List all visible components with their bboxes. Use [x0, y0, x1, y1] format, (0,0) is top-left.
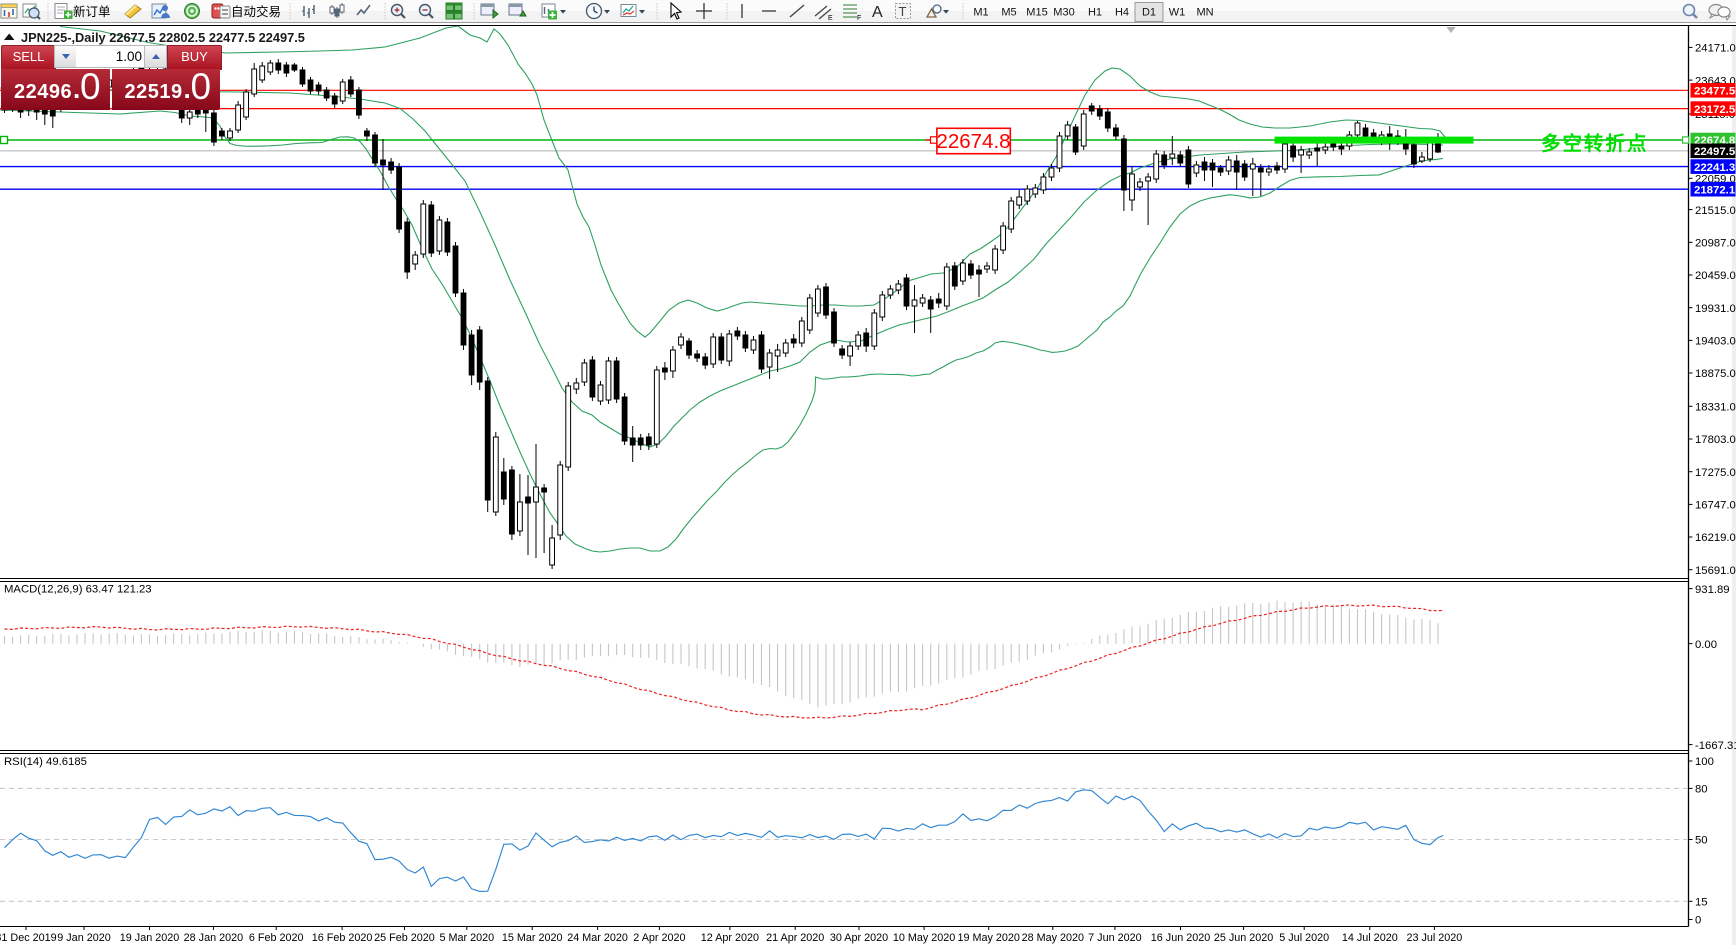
svg-text:20459.0: 20459.0	[1695, 270, 1736, 282]
svg-text:5 Mar 2020: 5 Mar 2020	[439, 932, 494, 944]
svg-text:25 Feb 2020: 25 Feb 2020	[374, 932, 435, 944]
svg-text:21872.1: 21872.1	[1694, 184, 1736, 196]
svg-text:RSI(14) 49.6185: RSI(14) 49.6185	[4, 756, 87, 768]
svg-text:19403.0: 19403.0	[1695, 336, 1736, 348]
svg-text:16 Feb 2020: 16 Feb 2020	[312, 932, 373, 944]
svg-text:12 Apr 2020: 12 Apr 2020	[701, 932, 759, 944]
svg-text:25 Jun 2020: 25 Jun 2020	[1214, 932, 1273, 944]
svg-text:0: 0	[1695, 915, 1701, 927]
svg-text:2 Apr 2020: 2 Apr 2020	[633, 932, 685, 944]
svg-text:24171.0: 24171.0	[1695, 43, 1736, 55]
svg-text:7 Jun 2020: 7 Jun 2020	[1088, 932, 1141, 944]
svg-text:23 Jul 2020: 23 Jul 2020	[1406, 932, 1462, 944]
svg-text:F: F	[857, 15, 861, 22]
svg-text:22674.8: 22674.8	[936, 130, 1010, 153]
svg-text:14 Jul 2020: 14 Jul 2020	[1342, 932, 1398, 944]
svg-text:W1: W1	[1169, 7, 1186, 19]
svg-text:自动交易: 自动交易	[231, 4, 281, 19]
svg-text:MN: MN	[1196, 7, 1213, 19]
svg-text:23477.5: 23477.5	[1694, 86, 1736, 98]
svg-text:16 Jun 2020: 16 Jun 2020	[1151, 932, 1210, 944]
svg-text:19 Jan 2020: 19 Jan 2020	[120, 932, 179, 944]
svg-text:9 Jan 2020: 9 Jan 2020	[57, 932, 110, 944]
svg-text:21515.0: 21515.0	[1695, 205, 1736, 217]
svg-text:E: E	[828, 15, 833, 22]
svg-text:H4: H4	[1115, 7, 1129, 19]
svg-text:22241.3: 22241.3	[1694, 162, 1735, 174]
svg-text:80: 80	[1695, 784, 1708, 796]
svg-text:30 Apr 2020: 30 Apr 2020	[830, 932, 888, 944]
svg-text:18875.0: 18875.0	[1695, 368, 1736, 380]
svg-text:15 Mar 2020: 15 Mar 2020	[502, 932, 563, 944]
svg-text:M1: M1	[973, 7, 988, 19]
svg-text:15691.0: 15691.0	[1695, 565, 1736, 577]
svg-text:19931.0: 19931.0	[1695, 303, 1736, 315]
svg-text:10 May 2020: 10 May 2020	[893, 932, 955, 944]
svg-text:JPN225-,Daily 22677.5 22802.5: JPN225-,Daily 22677.5 22802.5 22477.5 22…	[21, 30, 305, 45]
svg-text:5 Jul 2020: 5 Jul 2020	[1279, 932, 1329, 944]
svg-text:M30: M30	[1053, 7, 1074, 19]
svg-text:H1: H1	[1088, 7, 1102, 19]
svg-text:100: 100	[1695, 756, 1714, 768]
svg-text:MACD(12,26,9) 63.47 121.23: MACD(12,26,9) 63.47 121.23	[4, 584, 152, 596]
svg-text:新订单: 新订单	[73, 4, 111, 19]
svg-text:20987.0: 20987.0	[1695, 238, 1736, 250]
svg-text:D1: D1	[1142, 7, 1156, 19]
svg-text:21 Apr 2020: 21 Apr 2020	[766, 932, 824, 944]
svg-text:17803.0: 17803.0	[1695, 434, 1736, 446]
svg-text:931.89: 931.89	[1695, 584, 1730, 596]
svg-text:31 Dec 2019: 31 Dec 2019	[0, 932, 57, 944]
svg-text:A: A	[872, 4, 883, 21]
svg-text:22497.5: 22497.5	[1694, 146, 1736, 158]
svg-text:M15: M15	[1026, 7, 1047, 19]
svg-text:24 Mar 2020: 24 Mar 2020	[567, 932, 628, 944]
svg-text:15: 15	[1695, 897, 1708, 909]
svg-text:16747.0: 16747.0	[1695, 500, 1736, 512]
svg-text:19 May 2020: 19 May 2020	[957, 932, 1019, 944]
svg-text:28 Jan 2020: 28 Jan 2020	[184, 932, 243, 944]
svg-text:50: 50	[1695, 835, 1708, 847]
svg-text:16219.0: 16219.0	[1695, 532, 1736, 544]
svg-text:6 Feb 2020: 6 Feb 2020	[249, 932, 304, 944]
svg-text:-1667.31: -1667.31	[1695, 740, 1736, 752]
svg-text:23172.5: 23172.5	[1694, 104, 1736, 116]
svg-text:多空转折点: 多空转折点	[1541, 132, 1649, 155]
svg-text:T: T	[899, 4, 907, 19]
svg-text:M5: M5	[1001, 7, 1016, 19]
svg-text:18331.0: 18331.0	[1695, 402, 1736, 414]
svg-text:17275.0: 17275.0	[1695, 467, 1736, 479]
svg-text:0.00: 0.00	[1695, 639, 1717, 651]
svg-text:28 May 2020: 28 May 2020	[1022, 932, 1084, 944]
